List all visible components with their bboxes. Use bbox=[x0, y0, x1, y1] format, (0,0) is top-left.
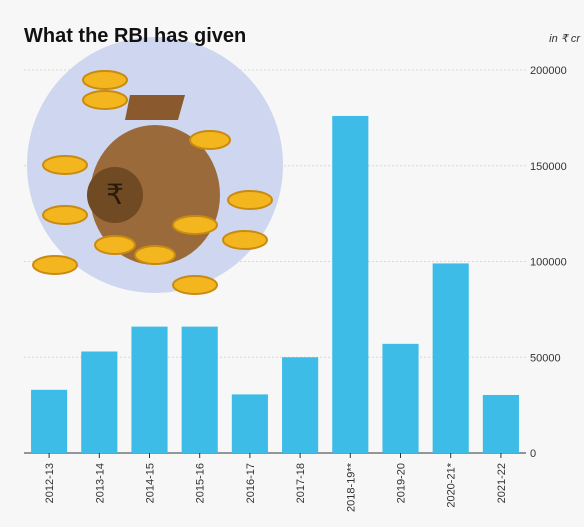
unit-label: in ₹ cr bbox=[549, 33, 581, 45]
bar bbox=[382, 343, 419, 453]
y-tick-label: 200000 bbox=[530, 65, 567, 77]
y-tick-label: 50000 bbox=[530, 352, 561, 364]
x-tick-label: 2018-19** bbox=[345, 462, 357, 512]
bar bbox=[282, 357, 319, 453]
x-tick-label: 2013-14 bbox=[94, 463, 106, 503]
x-tick-label: 2012-13 bbox=[44, 463, 56, 503]
x-tick-label: 2021-22 bbox=[496, 463, 508, 503]
x-tick-label: 2014-15 bbox=[145, 463, 157, 503]
bar bbox=[131, 326, 168, 453]
svg-text:₹: ₹ bbox=[106, 179, 124, 210]
bar bbox=[81, 351, 118, 453]
y-tick-label: 100000 bbox=[530, 257, 567, 269]
x-tick-label: 2020-21* bbox=[446, 462, 458, 507]
bar bbox=[432, 263, 469, 453]
y-tick-label: 0 bbox=[530, 448, 536, 460]
y-tick-label: 150000 bbox=[530, 161, 567, 173]
bar bbox=[482, 394, 519, 453]
x-tick-label: 2017-18 bbox=[295, 463, 307, 503]
chart-title: What the RBI has given bbox=[24, 25, 246, 47]
bar bbox=[231, 394, 268, 453]
bar bbox=[332, 115, 369, 454]
x-tick-label: 2019-20 bbox=[396, 463, 408, 503]
bar bbox=[31, 389, 68, 453]
x-tick-label: 2015-16 bbox=[195, 463, 207, 503]
x-tick-label: 2016-17 bbox=[245, 463, 257, 503]
illustration: ₹ bbox=[27, 37, 283, 295]
bar bbox=[181, 326, 218, 453]
